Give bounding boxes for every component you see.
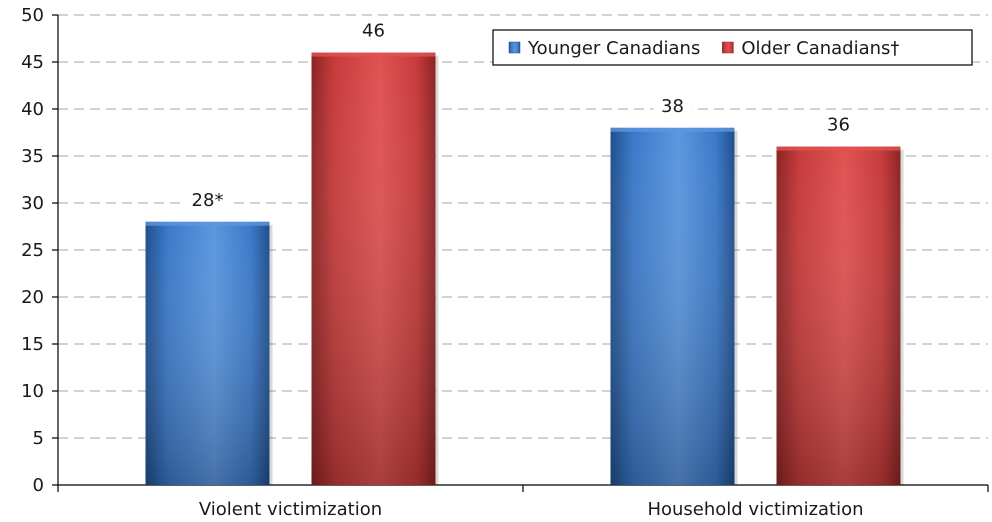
data-label: 46 [362,21,385,42]
bar-cap [610,127,735,132]
data-label-bg [653,92,692,119]
bar-shade [610,127,735,486]
bar [776,146,904,485]
legend: Younger Canadians Older Canadians† [492,29,973,66]
y-tick-label: 5 [33,428,44,449]
bar-shade [311,52,436,485]
data-label: 28* [192,190,224,211]
data-label-bg [183,186,232,213]
y-tick-label: 25 [21,240,44,261]
data-labels: 28* 46 38 36 [183,17,858,213]
y-tick-label: 0 [33,475,44,496]
data-label-bg [354,17,393,44]
legend-swatch [508,41,521,54]
legend-label: Younger Canadians [527,38,700,59]
x-axis: Violent victimization Household victimiza… [57,484,989,520]
bar-cap [776,146,901,151]
data-label: 38 [661,96,684,117]
y-tick-label: 15 [21,334,44,355]
bar-shade [145,221,270,486]
y-tick-label: 45 [21,52,44,73]
y-tick-label: 35 [21,146,44,167]
y-tick-label: 10 [21,381,44,402]
y-tick-label: 20 [21,287,44,308]
bar [610,127,738,486]
y-tick-label: 30 [21,193,44,214]
bar [145,221,273,486]
legend-swatch [722,41,734,54]
bars [145,52,904,486]
legend-label: Older Canadians† [741,38,899,59]
y-tick-label: 50 [21,5,44,26]
data-label: 36 [827,115,850,136]
x-category-label: Household victimization [647,499,863,520]
y-axis: 0 5 10 15 20 25 30 35 40 45 50 [21,5,59,496]
bar-cap [311,52,436,57]
bar-cap [145,221,270,226]
data-label-bg [819,111,858,138]
y-tick-label: 40 [21,99,44,120]
bar-shade [776,146,901,485]
bar [311,52,439,485]
x-category-label: Violent victimization [199,499,382,520]
